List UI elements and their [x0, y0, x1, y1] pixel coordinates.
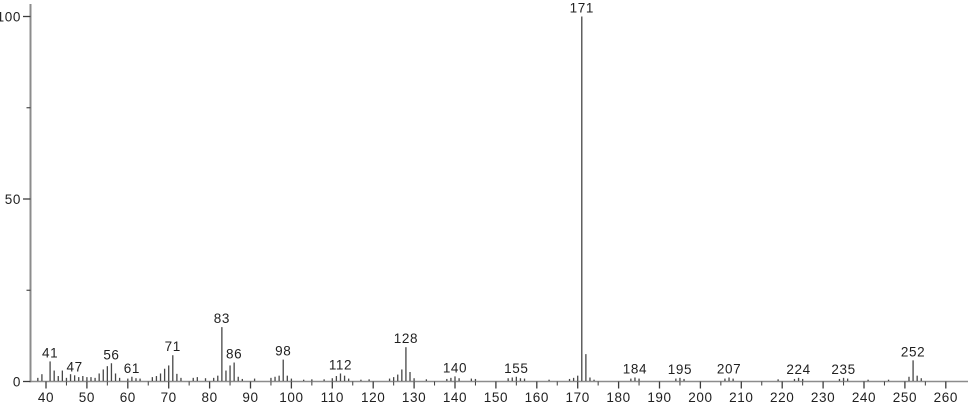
peak-label: 195 — [668, 362, 692, 377]
peak-label: 224 — [786, 362, 810, 377]
x-axis-tick-label: 170 — [566, 390, 590, 405]
peak-label: 56 — [103, 347, 119, 362]
x-axis-tick-label: 130 — [402, 390, 426, 405]
x-axis-tick-label: 110 — [321, 390, 344, 405]
peak-label: 235 — [831, 362, 855, 377]
x-axis-tick-label: 50 — [79, 390, 95, 405]
peak-label: 112 — [329, 357, 352, 372]
y-axis-tick-label: 0 — [13, 375, 21, 390]
peak-label: 86 — [226, 347, 242, 362]
peak-label: 128 — [394, 331, 418, 346]
x-axis-tick-label: 100 — [279, 390, 303, 405]
x-axis-tick-label: 120 — [361, 390, 385, 405]
x-axis-tick-label: 40 — [38, 390, 54, 405]
peak-label: 98 — [275, 344, 291, 359]
x-axis-tick-label: 260 — [934, 390, 958, 405]
peak-label: 252 — [901, 344, 925, 359]
x-axis-tick-label: 190 — [647, 390, 671, 405]
peak-label: 207 — [717, 361, 741, 376]
peak-label: 61 — [124, 361, 140, 376]
x-axis-tick-label: 70 — [161, 390, 177, 405]
x-axis-tick-label: 150 — [484, 390, 508, 405]
peak-label: 71 — [165, 339, 181, 354]
peak-label: 47 — [67, 359, 83, 374]
x-axis-tick-label: 250 — [893, 390, 917, 405]
x-axis-tick-label: 90 — [242, 390, 258, 405]
x-axis-tick-label: 60 — [120, 390, 136, 405]
x-axis-tick-label: 160 — [525, 390, 549, 405]
x-axis-tick-label: 230 — [811, 390, 835, 405]
x-axis-tick-label: 240 — [852, 390, 876, 405]
x-axis-tick-label: 140 — [443, 390, 467, 405]
peak-label: 155 — [504, 361, 528, 376]
peak-label: 171 — [570, 1, 594, 16]
peak-label: 184 — [623, 361, 647, 376]
peak-label: 83 — [214, 311, 230, 326]
y-axis-tick-label: 50 — [5, 192, 21, 207]
peak-label: 41 — [42, 345, 58, 360]
y-axis-tick-label: 100 — [0, 10, 21, 25]
peak-label: 140 — [443, 360, 467, 375]
x-axis-tick-label: 80 — [201, 390, 217, 405]
x-axis-tick-label: 200 — [688, 390, 712, 405]
x-axis-tick-label: 180 — [606, 390, 630, 405]
x-axis-tick-label: 210 — [729, 390, 753, 405]
x-axis-tick-label: 220 — [770, 390, 794, 405]
